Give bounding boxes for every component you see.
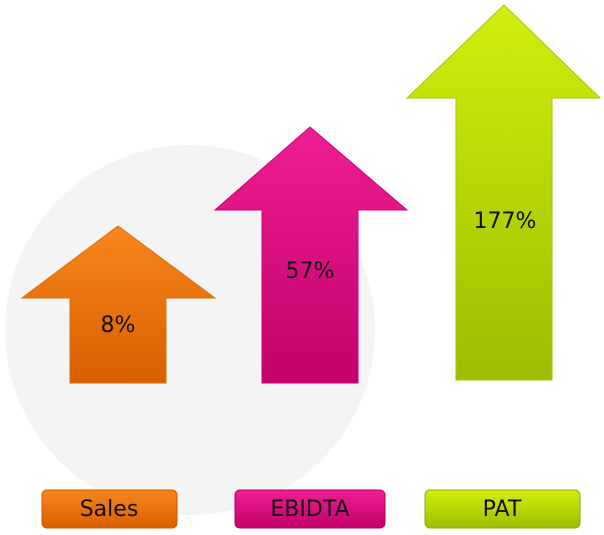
legend-box <box>234 489 386 529</box>
value-label: 8% <box>101 313 136 338</box>
legend-label: Sales <box>80 497 139 522</box>
arrow <box>213 126 409 384</box>
arrow <box>405 4 602 381</box>
legend-label: EBIDTA <box>270 497 349 522</box>
legend-box <box>424 489 581 529</box>
legend-label: PAT <box>483 497 522 522</box>
value-label: 57% <box>286 259 335 284</box>
value-label: 177% <box>474 209 537 234</box>
legend-box <box>41 489 178 529</box>
arrow <box>20 225 217 384</box>
